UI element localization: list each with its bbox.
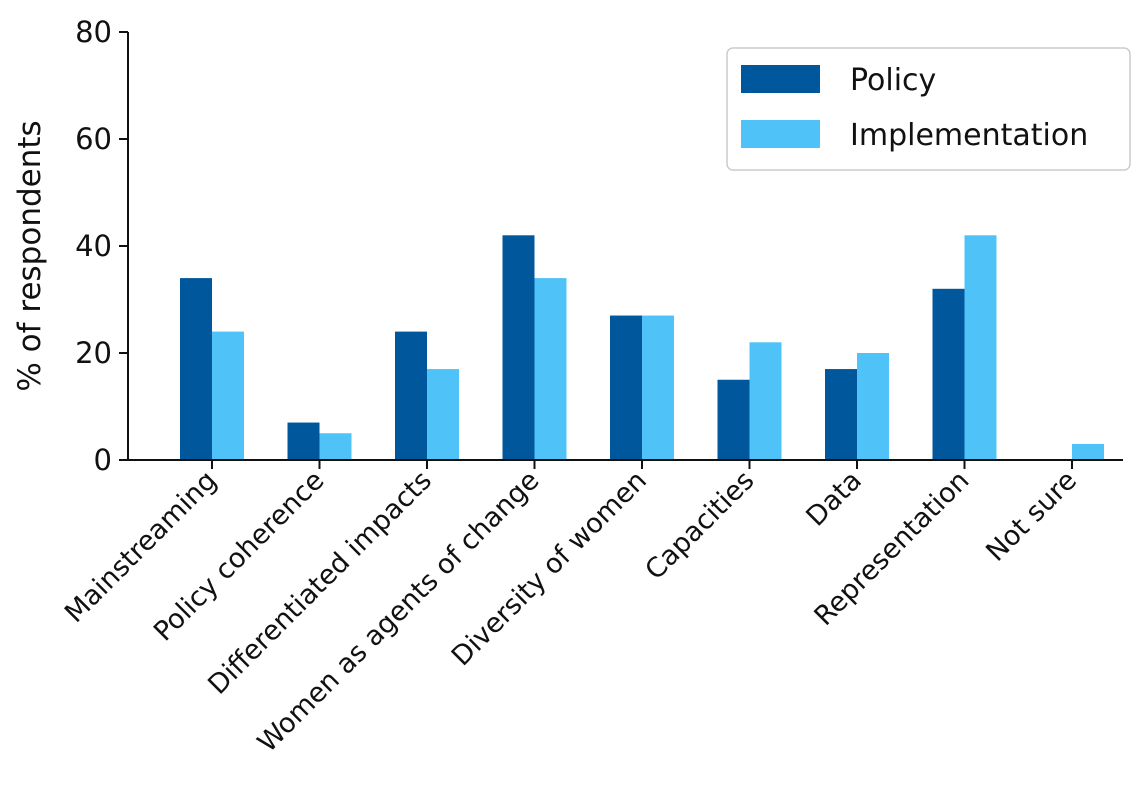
bar-implementation-3 — [534, 278, 567, 460]
legend-box — [726, 47, 1131, 171]
bar-policy-7 — [932, 288, 965, 460]
bar-implementation-8 — [1072, 443, 1104, 460]
x-tick-label-6: Data — [800, 465, 868, 533]
bar-policy-5 — [717, 379, 750, 460]
x-tick-label-5: Capacities — [639, 465, 760, 586]
bar-implementation-5 — [749, 342, 782, 460]
bar-implementation-7 — [964, 235, 997, 460]
y-tick-label-1: 20 — [75, 336, 112, 370]
y-tick-label-4: 80 — [75, 15, 112, 49]
bar-policy-4 — [610, 315, 642, 460]
legend-swatch-policy — [741, 65, 820, 93]
bar-implementation-6 — [857, 353, 889, 460]
y-tick-label-2: 40 — [75, 229, 112, 263]
y-tick-label-0: 0 — [94, 443, 112, 477]
bar-policy-0 — [180, 278, 212, 460]
bar-policy-3 — [502, 235, 535, 460]
legend-items: Policy Implementation — [741, 63, 1088, 153]
x-tick-label-4: Diversity of women — [446, 465, 653, 672]
y-tick-label-3: 60 — [75, 122, 112, 156]
x-tick-label-2: Differentiated impacts — [202, 465, 438, 701]
bar-policy-2 — [395, 331, 427, 460]
bar-implementation-0 — [212, 331, 244, 460]
legend-swatch-implementation — [741, 120, 820, 148]
bar-implementation-1 — [319, 433, 352, 460]
y-axis-title: % of respondents — [12, 120, 48, 391]
bar-implementation-4 — [642, 315, 674, 460]
bars-layer — [180, 235, 1104, 460]
legend: Policy Implementation — [726, 47, 1131, 171]
bar-policy-1 — [287, 422, 320, 460]
bar-policy-6 — [825, 369, 857, 460]
legend-label-policy: Policy — [850, 63, 936, 98]
x-tick-label-8: Not sure — [980, 465, 1083, 568]
bar-implementation-2 — [427, 369, 459, 460]
legend-label-implementation: Implementation — [850, 118, 1088, 153]
y-ticks: 0 20 40 60 80 — [75, 15, 128, 477]
